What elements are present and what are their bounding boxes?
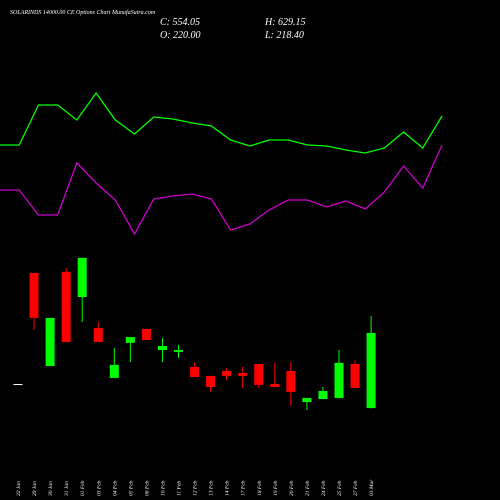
- candle-body: [141, 328, 151, 340]
- candle-body: [254, 364, 264, 385]
- x-tick-label: 04 Feb: [111, 480, 118, 496]
- candle-body: [13, 384, 23, 386]
- candle-body: [77, 257, 87, 297]
- candle-body: [206, 375, 216, 387]
- candle-body: [61, 271, 71, 342]
- candle-body: [270, 384, 280, 387]
- low-stat: L: 218.40: [264, 30, 304, 41]
- x-tick-label: 14 Feb: [224, 480, 231, 496]
- x-tick-label: 18 Feb: [257, 480, 263, 496]
- x-tick-label: 13 Feb: [209, 480, 215, 496]
- x-tick-label: 12 Feb: [193, 480, 199, 496]
- x-tick-label: 11 Feb: [177, 481, 183, 496]
- x-tick-label: 24 Feb: [320, 480, 327, 496]
- x-tick-label: 03 Feb: [96, 480, 102, 496]
- x-tick-label: 01 Feb: [80, 480, 86, 496]
- candle-body: [174, 350, 183, 352]
- x-tick-label: 25 Feb: [337, 480, 343, 496]
- open-stat: O: 220.00: [160, 30, 201, 41]
- x-tick-label: 17 Feb: [241, 480, 247, 496]
- x-tick-label: 31 Jan: [64, 481, 70, 497]
- x-tick-label: 03 Mar: [369, 479, 375, 496]
- high-stat: H: 629.15: [264, 17, 306, 28]
- x-tick-label: 30 Jan: [48, 481, 54, 497]
- candle-body: [190, 366, 200, 378]
- close-stat: C: 554.05: [160, 17, 200, 28]
- candle-body: [29, 272, 39, 318]
- candle-body: [125, 337, 135, 343]
- candle-body: [238, 373, 248, 376]
- candle-body: [366, 332, 376, 409]
- x-tick-label: 27 Feb: [353, 480, 359, 496]
- indicator-line: [0, 91, 443, 154]
- chart-title: SOLARINDS 14000.00 CE Options Chart Muna…: [10, 9, 156, 16]
- indicator-line: [0, 144, 443, 236]
- x-tick-label: 10 Feb: [160, 480, 166, 496]
- candle-body: [45, 317, 55, 367]
- candle-body: [157, 346, 167, 351]
- candle-body: [109, 364, 119, 378]
- candle-body: [350, 364, 360, 389]
- candle-body: [302, 397, 312, 403]
- candle-body: [334, 362, 344, 398]
- candle-body: [286, 370, 296, 392]
- x-tick-label: 05 Feb: [128, 480, 134, 496]
- candle-body: [93, 328, 103, 342]
- x-tick-label: 21 Feb: [305, 480, 311, 496]
- candle-body: [222, 370, 232, 376]
- candle-body: [318, 390, 328, 400]
- x-tick-label: 22 Jan: [16, 481, 22, 496]
- x-tick-label: 19 Feb: [273, 480, 279, 496]
- x-tick-label: 20 Feb: [289, 480, 295, 496]
- x-tick-label: 29 Jan: [32, 481, 38, 496]
- x-tick-label: 06 Feb: [144, 480, 150, 496]
